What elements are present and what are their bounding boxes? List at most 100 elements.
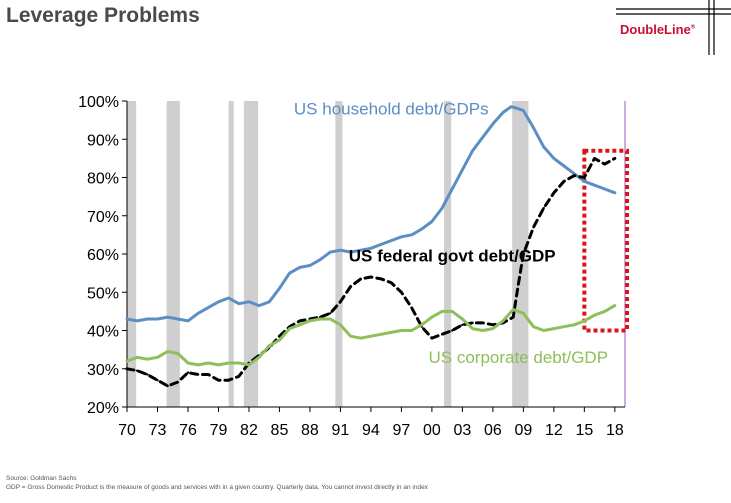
household-debt-point	[420, 227, 423, 231]
corporate-debt-point	[125, 359, 129, 363]
federal-debt-point	[430, 336, 434, 340]
y-tick-label: 80%	[87, 171, 119, 188]
corporate-debt-point	[471, 327, 474, 330]
corporate-debt-point	[278, 338, 281, 342]
federal-debt-point	[522, 252, 525, 256]
household-debt-point	[125, 317, 129, 321]
corporate-debt-point	[390, 331, 393, 334]
y-tick-label: 30%	[87, 362, 119, 379]
x-tick-label: 70	[118, 422, 136, 439]
x-tick-label: 18	[606, 422, 624, 439]
federal-debt-point	[349, 285, 352, 288]
household-debt-point	[430, 220, 434, 223]
household-debt-point	[329, 250, 332, 254]
household-debt-point	[593, 183, 596, 187]
y-tick-label: 60%	[87, 247, 119, 264]
household-debt-point	[257, 304, 261, 307]
recession-bar	[444, 101, 452, 407]
household-debt-point	[318, 258, 322, 261]
corporate-debt-point	[318, 317, 322, 321]
federal-debt-point	[166, 384, 169, 388]
federal-debt-point	[613, 157, 617, 160]
household-debt-point	[278, 287, 281, 290]
x-tick-label: 15	[575, 422, 593, 439]
corporate-debt-point	[603, 310, 606, 313]
corporate-debt-point	[288, 327, 291, 330]
y-tick-label: 70%	[87, 209, 119, 226]
corporate-debt-point	[583, 319, 586, 323]
corporate-debt-point	[196, 363, 200, 367]
corporate-debt-point	[379, 333, 383, 336]
x-tick-label: 79	[210, 422, 228, 439]
corporate-debt-point	[349, 335, 352, 338]
household-debt-point	[603, 187, 606, 191]
household-debt-point	[359, 248, 362, 252]
y-tick-label: 50%	[87, 285, 119, 302]
corporate-debt-point	[257, 356, 261, 359]
corporate-debt-point	[512, 308, 515, 311]
recession-bar	[512, 101, 529, 407]
corporate-series-label: US corporate debt/GDP	[429, 348, 609, 367]
recession-bar	[228, 101, 234, 407]
household-debt-point	[237, 302, 240, 305]
household-debt-point	[491, 122, 495, 126]
gdp-definition-note: GDP = Gross Domestic Product is the meas…	[6, 484, 428, 491]
household-debt-point	[349, 250, 352, 254]
federal-debt-point	[196, 373, 200, 376]
y-tick-label: 20%	[87, 400, 119, 417]
corporate-debt-point	[237, 361, 240, 365]
household-debt-point	[207, 306, 210, 309]
household-debt-point	[186, 319, 190, 323]
recession-bar	[243, 101, 259, 407]
federal-debt-point	[379, 277, 383, 281]
x-tick-label: 73	[149, 422, 167, 439]
household-debt-point	[440, 206, 444, 210]
corporate-debt-point	[542, 329, 545, 332]
federal-debt-point	[542, 206, 545, 210]
federal-debt-point	[278, 335, 281, 338]
household-debt-point	[517, 107, 520, 110]
federal-debt-point	[481, 321, 484, 325]
x-tick-label: 91	[332, 422, 350, 439]
federal-debt-point	[207, 373, 210, 376]
corporate-debt-point	[562, 325, 566, 328]
highlight-box	[582, 148, 630, 333]
corporate-debt-point	[146, 357, 149, 361]
household-debt-point	[481, 136, 484, 139]
household-debt-point	[135, 319, 139, 323]
corporate-debt-point	[430, 315, 434, 319]
corporate-debt-point	[461, 317, 464, 321]
household-debt-point	[288, 271, 291, 275]
federal-debt-point	[471, 321, 474, 325]
household-debt-point	[613, 191, 617, 194]
corporate-debt-point	[217, 363, 220, 367]
corporate-debt-point	[522, 312, 525, 315]
household-debt-point	[390, 239, 393, 242]
federal-debt-point	[146, 373, 149, 376]
recession-bar	[335, 101, 343, 407]
corporate-debt-point	[613, 304, 617, 307]
federal-debt-point	[135, 369, 139, 372]
federal-debt-point	[156, 379, 159, 382]
household-debt-point	[583, 180, 586, 183]
household-debt-point	[552, 157, 556, 160]
federal-debt-point	[176, 380, 180, 384]
x-tick-label: 12	[545, 422, 563, 439]
household-debt-point	[451, 187, 454, 191]
federal-debt-point	[532, 226, 535, 229]
corporate-debt-point	[572, 323, 576, 326]
corporate-debt-point	[593, 314, 596, 317]
household-debt-point	[217, 300, 220, 304]
logo-lines-icon	[616, 0, 731, 55]
x-tick-label: 03	[453, 422, 471, 439]
recession-bar	[166, 101, 180, 407]
x-tick-label: 09	[514, 422, 532, 439]
federal-debt-point	[186, 371, 190, 374]
federal-debt-point	[400, 291, 403, 294]
corporate-debt-point	[400, 329, 403, 332]
household-debt-point	[471, 149, 474, 152]
household-debt-point	[196, 312, 200, 315]
corporate-debt-point	[440, 310, 444, 313]
household-debt-point	[298, 266, 301, 269]
x-tick-label: 88	[301, 422, 319, 439]
